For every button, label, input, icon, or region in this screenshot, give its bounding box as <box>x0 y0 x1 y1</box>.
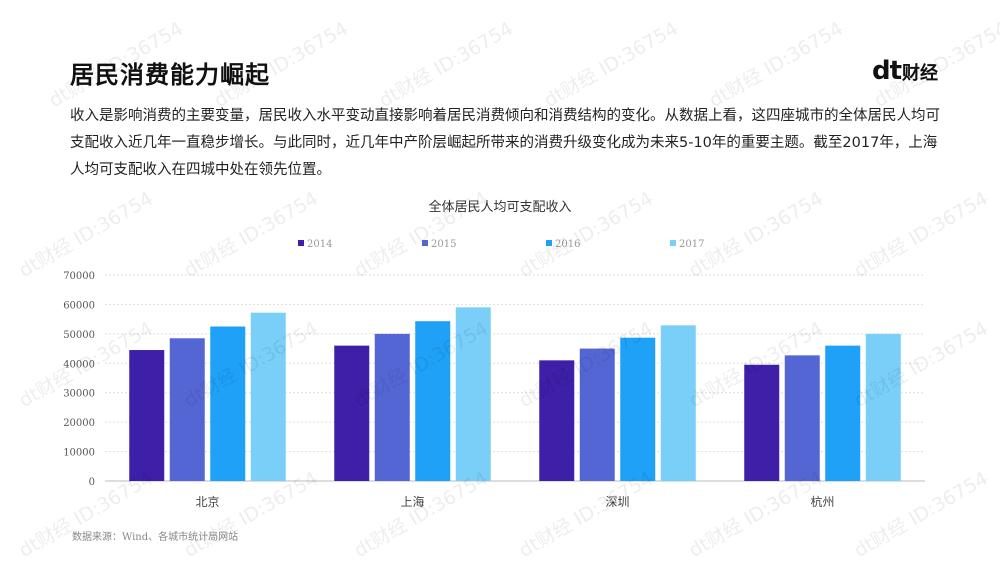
legend-swatch <box>298 240 304 246</box>
bar-深圳-2014 <box>539 360 575 481</box>
y-tick-label: 10000 <box>63 448 95 459</box>
legend-swatch <box>670 240 676 246</box>
bar-北京-2014 <box>129 350 165 481</box>
bar-北京-2015 <box>169 338 205 481</box>
bar-杭州-2017 <box>865 333 901 481</box>
logo-cn: 财经 <box>902 63 938 84</box>
bar-北京-2017 <box>250 312 286 481</box>
y-tick-label: 20000 <box>63 418 95 429</box>
chart-legend: 2014 2015 2016 2017 <box>298 239 704 250</box>
bar-上海-2016 <box>415 321 451 481</box>
y-tick-label: 0 <box>89 477 95 488</box>
logo-dt: dt <box>871 56 902 86</box>
y-axis: 0 10000 20000 30000 40000 50000 60000 70000 <box>63 271 95 488</box>
bar-series <box>129 307 901 481</box>
bar-杭州-2016 <box>825 345 861 481</box>
bar-深圳-2017 <box>660 325 696 481</box>
chart-title: 全体居民人均可支配收入 <box>428 199 571 215</box>
legend-label: 2017 <box>679 239 704 250</box>
bar-杭州-2014 <box>744 364 780 481</box>
legend-label: 2014 <box>307 239 332 250</box>
bar-上海-2014 <box>334 345 370 481</box>
page-title: 居民消费能力崛起 <box>70 61 270 89</box>
bar-深圳-2016 <box>620 337 656 481</box>
y-tick-label: 50000 <box>63 330 95 341</box>
legend-label: 2015 <box>431 239 456 250</box>
x-tick-label: 杭州 <box>810 494 834 509</box>
bar-上海-2017 <box>455 307 491 481</box>
x-tick-label: 北京 <box>195 495 219 509</box>
y-tick-label: 60000 <box>63 300 95 311</box>
bar-杭州-2015 <box>784 355 820 481</box>
y-tick-label: 30000 <box>63 389 95 400</box>
bar-北京-2016 <box>210 326 246 481</box>
y-tick-label: 70000 <box>63 271 95 282</box>
data-source-note: 数据来源：Wind、各城市统计局网站 <box>72 532 239 543</box>
bar-深圳-2015 <box>579 348 615 481</box>
x-tick-label: 深圳 <box>605 495 629 509</box>
legend-swatch <box>422 240 428 246</box>
legend-label: 2016 <box>555 239 580 250</box>
bar-上海-2015 <box>374 333 410 481</box>
intro-paragraph: 收入是影响消费的主要变量，居民收入水平变动直接影响着居民消费倾向和消费结构的变化… <box>70 108 940 178</box>
legend-swatch <box>546 240 552 246</box>
x-axis: 北京 上海 深圳 杭州 <box>195 494 834 509</box>
x-tick-label: 上海 <box>400 494 424 509</box>
dt-logo: dt 财经 <box>872 56 938 86</box>
y-tick-label: 40000 <box>63 359 95 370</box>
